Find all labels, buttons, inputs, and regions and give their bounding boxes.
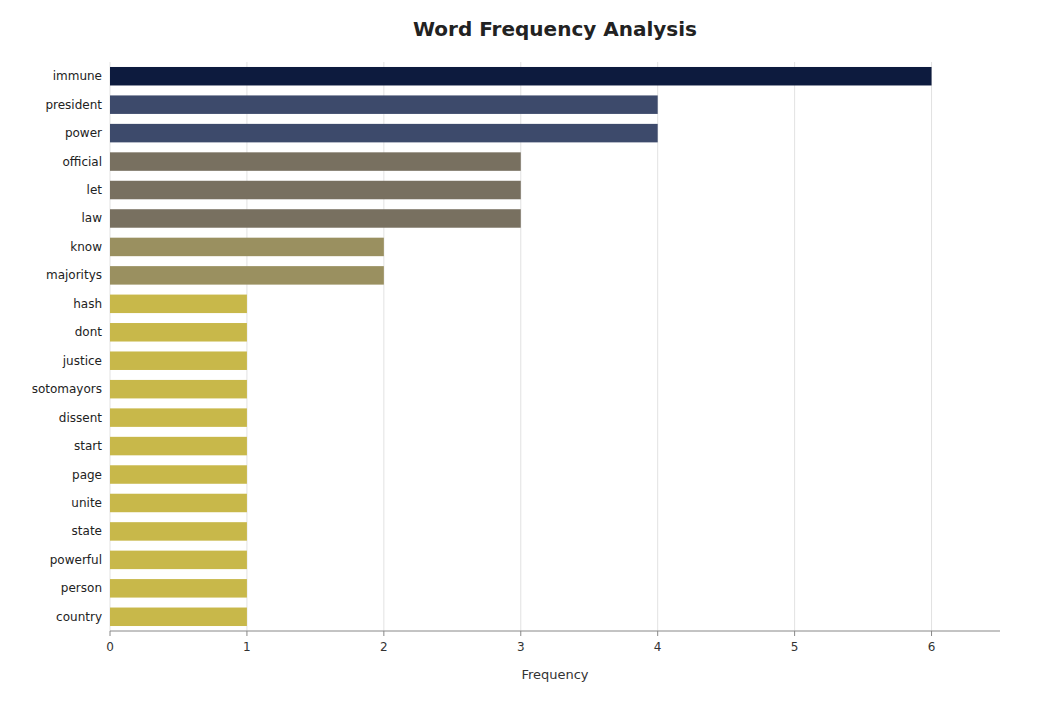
x-tick-label: 4 bbox=[654, 640, 662, 654]
bar bbox=[110, 67, 932, 85]
y-axis: immune president power official let law know ma… bbox=[32, 69, 103, 624]
y-tick-label: sotomayors bbox=[32, 382, 102, 396]
x-tick bbox=[931, 631, 932, 636]
bar bbox=[110, 551, 247, 569]
bars bbox=[110, 67, 932, 626]
y-tick-label: powerful bbox=[50, 553, 102, 567]
bar bbox=[110, 408, 247, 426]
x-tick-label: 2 bbox=[380, 640, 388, 654]
y-tick-label: country bbox=[56, 610, 102, 624]
grid bbox=[110, 62, 932, 631]
y-tick-label: dont bbox=[75, 325, 103, 339]
x-tick-label: 0 bbox=[106, 640, 114, 654]
y-tick-label: immune bbox=[53, 69, 102, 83]
bar bbox=[110, 380, 247, 398]
x-tick bbox=[657, 631, 658, 636]
bar bbox=[110, 579, 247, 597]
chart-title: Word Frequency Analysis bbox=[413, 17, 697, 41]
bar bbox=[110, 124, 658, 142]
grid-line bbox=[383, 62, 384, 631]
y-tick-label: majoritys bbox=[46, 268, 102, 282]
grid-line bbox=[110, 62, 111, 631]
bar bbox=[110, 351, 247, 369]
y-tick-label: state bbox=[72, 524, 102, 538]
x-axis: 0 1 2 3 4 5 6 bbox=[106, 631, 1000, 654]
x-tick-label: 3 bbox=[517, 640, 525, 654]
y-tick-label: justice bbox=[62, 354, 102, 368]
grid-line bbox=[520, 62, 521, 631]
y-tick-label: law bbox=[81, 211, 102, 225]
x-tick bbox=[110, 631, 111, 636]
bar bbox=[110, 295, 247, 313]
bar bbox=[110, 209, 521, 227]
x-tick bbox=[246, 631, 247, 636]
y-tick-label: person bbox=[61, 581, 102, 595]
grid-line bbox=[246, 62, 247, 631]
y-tick-label: page bbox=[72, 468, 102, 482]
bar bbox=[110, 323, 247, 341]
chart-container: Word Frequency Analysis 0 1 2 3 4 5 6 Frequency i… bbox=[0, 0, 1040, 701]
y-tick-label: hash bbox=[73, 297, 102, 311]
x-tick bbox=[794, 631, 795, 636]
y-tick-label: know bbox=[70, 240, 102, 254]
x-axis-label: Frequency bbox=[521, 667, 588, 682]
grid-line bbox=[657, 62, 658, 631]
y-tick-label: dissent bbox=[59, 411, 102, 425]
bar bbox=[110, 152, 521, 170]
y-tick-label: start bbox=[74, 439, 102, 453]
x-tick-label: 5 bbox=[791, 640, 799, 654]
y-tick-label: power bbox=[65, 126, 102, 140]
x-axis-line bbox=[110, 631, 1000, 632]
chart-svg: Word Frequency Analysis 0 1 2 3 4 5 6 Frequency i… bbox=[0, 0, 1040, 701]
x-tick-label: 1 bbox=[243, 640, 251, 654]
bar bbox=[110, 437, 247, 455]
y-tick-label: official bbox=[62, 155, 102, 169]
bar bbox=[110, 95, 658, 113]
bar bbox=[110, 181, 521, 199]
bar bbox=[110, 522, 247, 540]
x-tick bbox=[383, 631, 384, 636]
bar bbox=[110, 266, 384, 284]
y-tick-label: president bbox=[45, 98, 102, 112]
grid-line bbox=[931, 62, 932, 631]
bar bbox=[110, 608, 247, 626]
x-tick-label: 6 bbox=[928, 640, 936, 654]
y-tick-label: unite bbox=[71, 496, 102, 510]
x-tick bbox=[520, 631, 521, 636]
y-tick-label: let bbox=[87, 183, 103, 197]
bar bbox=[110, 238, 384, 256]
bar bbox=[110, 465, 247, 483]
bar bbox=[110, 494, 247, 512]
grid-line bbox=[794, 62, 795, 631]
